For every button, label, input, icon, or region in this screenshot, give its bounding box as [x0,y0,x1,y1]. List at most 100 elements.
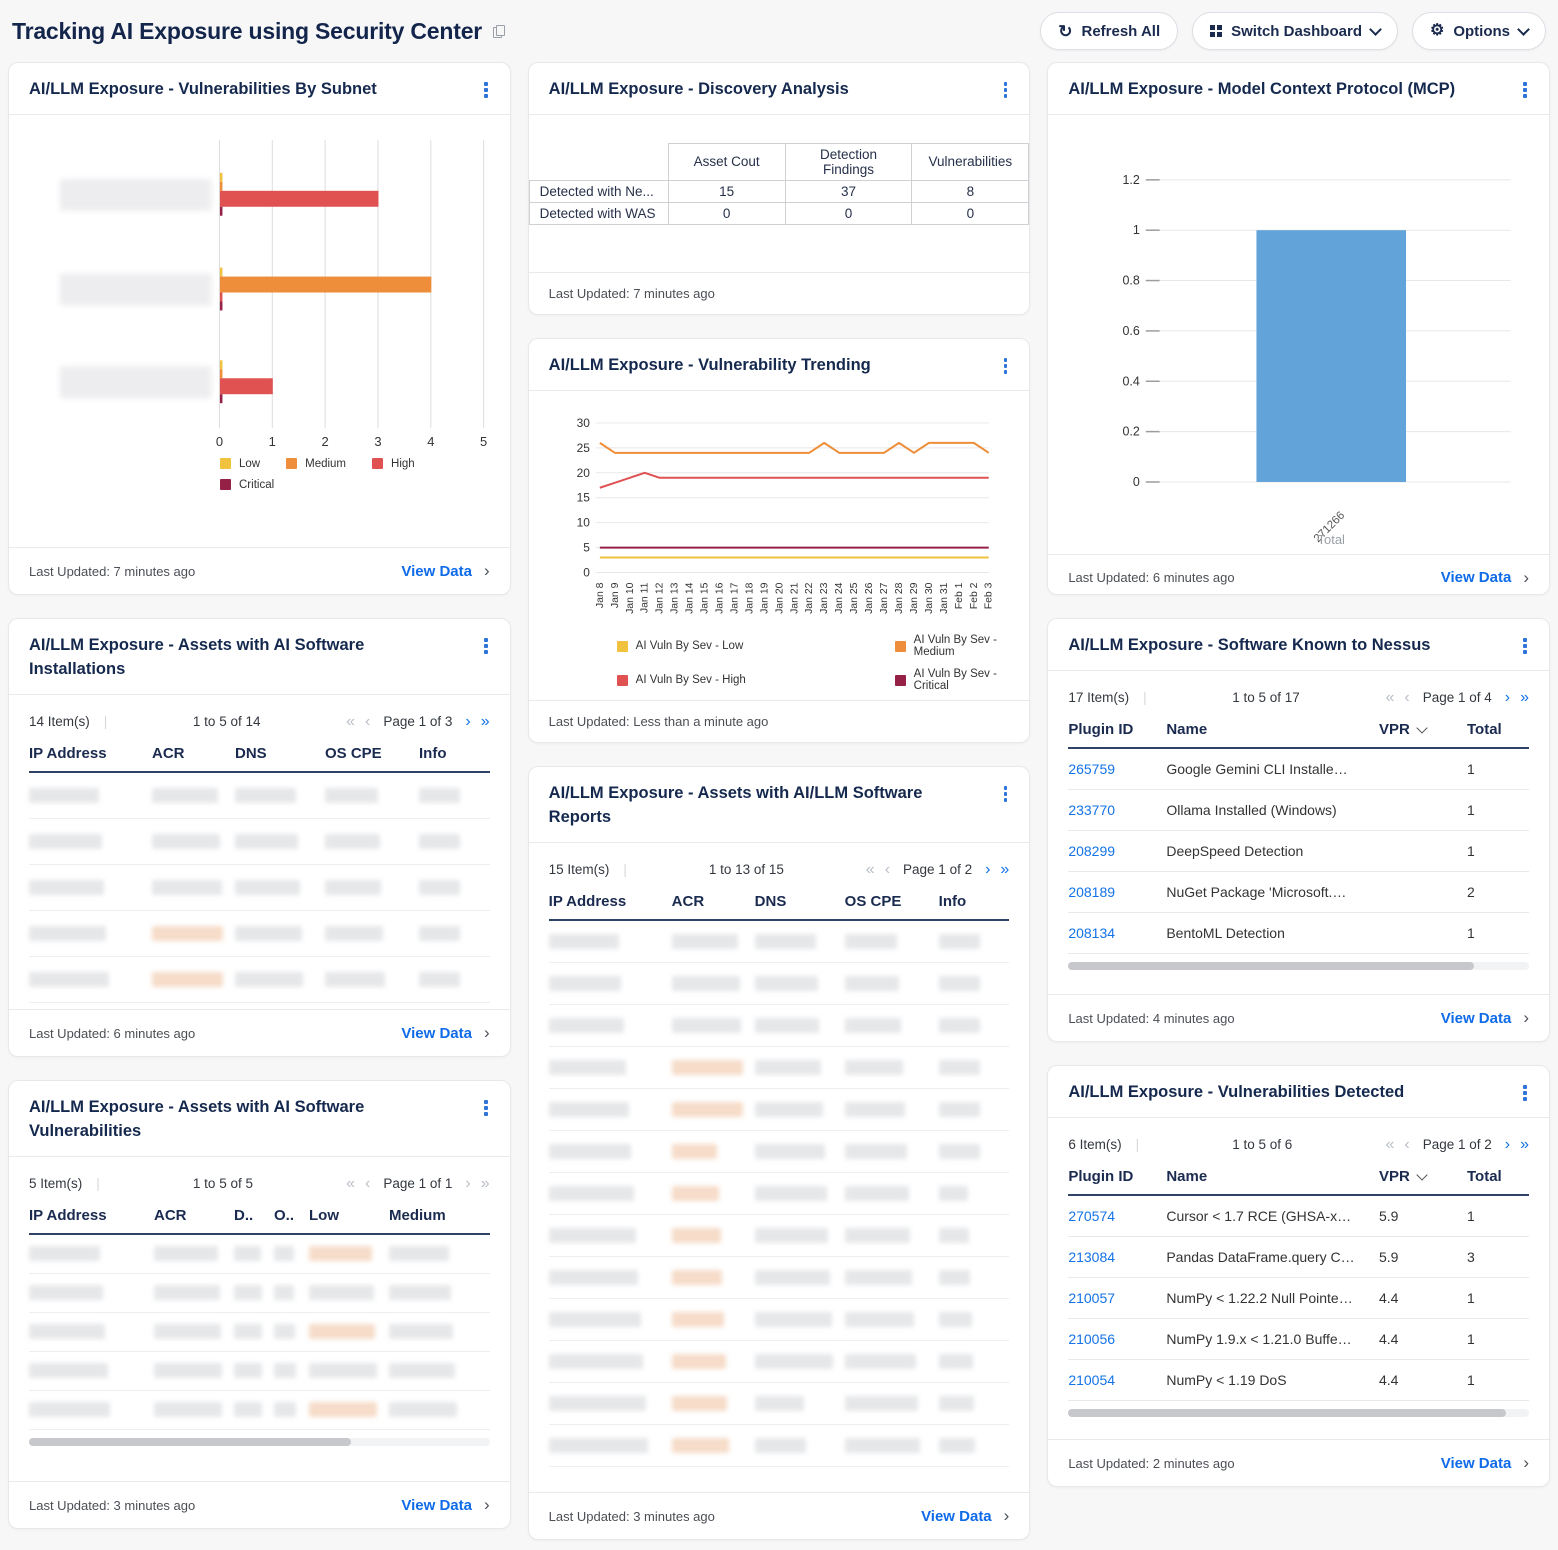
scrollbar-thumb[interactable] [1068,1408,1506,1417]
redacted-row[interactable] [548,1425,1010,1467]
view-data-link[interactable]: View Data › [401,1023,490,1042]
options-button[interactable]: ⚙ Options [1411,12,1546,50]
redacted-row[interactable] [548,963,1010,1005]
kebab-menu-icon[interactable] [1519,78,1531,102]
redacted-row[interactable] [29,1274,490,1313]
pager-prev-icon[interactable]: ‹ [1404,1135,1410,1153]
redacted-row[interactable] [548,1173,1010,1215]
col-ip-address[interactable]: IP Address [548,892,627,910]
kebab-menu-icon[interactable] [1000,354,1012,378]
pager-next-icon[interactable]: › [985,860,991,878]
col-total[interactable]: Total [1466,1167,1502,1185]
redacted-row[interactable] [548,1299,1010,1341]
redacted-row[interactable] [548,1383,1010,1425]
col-info[interactable]: Info [419,744,447,762]
redacted-row[interactable] [29,1391,490,1430]
view-data-link[interactable]: View Data › [921,1506,1010,1525]
redacted-row[interactable] [548,921,1010,963]
col-acr[interactable]: ACR [671,892,705,910]
redacted-row[interactable] [548,1257,1010,1299]
redacted-row[interactable] [548,1215,1010,1257]
col-os-cpe[interactable]: O.. [274,1206,295,1224]
col-dns[interactable]: D.. [234,1206,254,1224]
col-dns[interactable]: DNS [754,892,787,910]
col-name[interactable]: Name [1166,720,1208,738]
scrollbar-thumb[interactable] [29,1437,352,1446]
redacted-row[interactable] [29,911,490,957]
redacted-row[interactable] [548,1005,1010,1047]
col-ip-address[interactable]: IP Address [29,744,107,762]
col-total[interactable]: Total [1466,720,1502,738]
redacted-row[interactable] [548,1089,1010,1131]
pager-prev-icon[interactable]: ‹ [1404,688,1410,706]
kebab-menu-icon[interactable] [1519,1081,1531,1105]
redacted-row[interactable] [29,1235,490,1274]
plugin-id-link[interactable]: 265759 [1068,760,1116,777]
pager-first-icon[interactable]: « [346,712,356,730]
pager-first-icon[interactable]: « [1385,688,1395,706]
view-data-link[interactable]: View Data › [401,561,490,580]
pager-last-icon[interactable]: » [480,1174,490,1192]
pager-last-icon[interactable]: » [1520,1135,1529,1153]
pager-prev-icon[interactable]: ‹ [884,860,891,878]
redacted-row[interactable] [29,773,490,819]
col-vpr[interactable]: VPR [1379,721,1467,738]
redacted-row[interactable] [29,1352,490,1391]
switch-dashboard-button[interactable]: Switch Dashboard [1192,12,1398,50]
plugin-id-link[interactable]: 210054 [1068,1371,1116,1388]
pager-first-icon[interactable]: « [1385,1135,1395,1153]
plugin-id-link[interactable]: 210057 [1068,1289,1116,1306]
kebab-menu-icon[interactable] [1000,782,1012,806]
pager-prev-icon[interactable]: ‹ [365,1174,371,1192]
redacted-row[interactable] [548,1131,1010,1173]
redacted-row[interactable] [29,865,490,911]
redacted-row[interactable] [548,1341,1010,1383]
pager-last-icon[interactable]: » [1520,688,1529,706]
kebab-menu-icon[interactable] [1519,634,1531,658]
kebab-menu-icon[interactable] [480,634,492,658]
plugin-id-link[interactable]: 270574 [1068,1207,1116,1224]
pager-first-icon[interactable]: « [346,1174,356,1192]
col-info[interactable]: Info [938,892,967,910]
view-data-link[interactable]: View Data › [401,1495,490,1514]
col-plugin-id[interactable]: Plugin ID [1068,1167,1134,1185]
kebab-menu-icon[interactable] [480,1096,492,1120]
plugin-id-link[interactable]: 233770 [1068,801,1116,818]
refresh-all-button[interactable]: ↻ Refresh All [1040,12,1179,50]
plugin-id-link[interactable]: 210056 [1068,1330,1116,1347]
plugin-id-link[interactable]: 208134 [1068,924,1116,941]
redacted-row[interactable] [29,957,490,1003]
plugin-id-link[interactable]: 208299 [1068,842,1116,859]
col-ip-address[interactable]: IP Address [29,1206,107,1224]
pager-next-icon[interactable]: › [465,712,471,730]
col-medium[interactable]: Medium [389,1206,446,1224]
redacted-row[interactable] [29,1313,490,1352]
view-data-link[interactable]: View Data › [1440,1453,1529,1472]
col-os-cpe[interactable]: OS CPE [844,892,902,910]
kebab-menu-icon[interactable] [480,78,492,102]
pager-first-icon[interactable]: « [865,860,875,878]
redacted-row[interactable] [548,1047,1010,1089]
pager-prev-icon[interactable]: ‹ [365,712,371,730]
pager-next-icon[interactable]: › [1504,688,1511,706]
col-vpr[interactable]: VPR [1379,1168,1467,1185]
scrollbar-thumb[interactable] [1068,961,1474,970]
col-dns[interactable]: DNS [235,744,267,762]
col-low[interactable]: Low [309,1206,339,1224]
pager-last-icon[interactable]: » [1000,860,1010,878]
pager-next-icon[interactable]: › [1504,1135,1511,1153]
view-data-link[interactable]: View Data › [1440,1008,1529,1027]
kebab-menu-icon[interactable] [1000,78,1012,102]
col-acr[interactable]: ACR [154,1206,187,1224]
pager-last-icon[interactable]: » [480,712,490,730]
col-acr[interactable]: ACR [152,744,185,762]
plugin-id-link[interactable]: 213084 [1068,1248,1116,1265]
col-os-cpe[interactable]: OS CPE [325,744,382,762]
col-name[interactable]: Name [1166,1167,1208,1185]
copy-icon[interactable] [493,24,506,38]
view-data-link[interactable]: View Data › [1440,567,1529,587]
plugin-id-link[interactable]: 208189 [1068,883,1116,900]
col-plugin-id[interactable]: Plugin ID [1068,720,1134,738]
pager-next-icon[interactable]: › [465,1174,471,1192]
redacted-row[interactable] [29,819,490,865]
